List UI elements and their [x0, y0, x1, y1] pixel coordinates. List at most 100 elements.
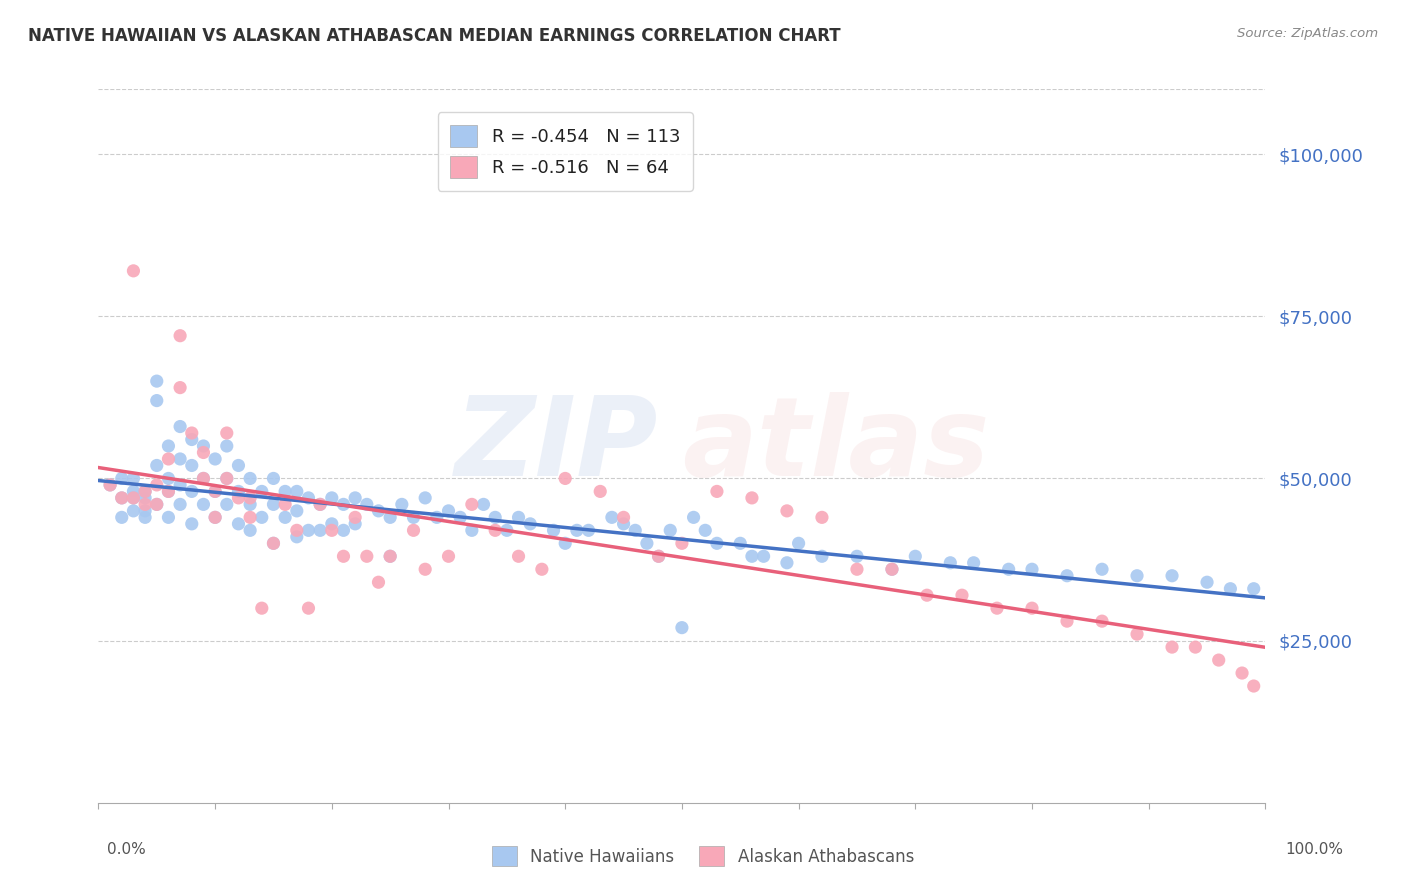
Point	[1208, 653, 1230, 667]
Point	[111, 471, 134, 485]
Point	[98, 478, 121, 492]
Point	[356, 497, 378, 511]
Point	[309, 497, 332, 511]
Point	[134, 491, 156, 505]
Point	[1091, 614, 1114, 628]
Point	[624, 524, 647, 538]
Point	[297, 601, 319, 615]
Point	[228, 458, 250, 473]
Point	[215, 497, 238, 511]
Point	[1219, 582, 1241, 596]
Point	[274, 484, 297, 499]
Point	[356, 549, 378, 564]
Point	[1161, 568, 1184, 582]
Point	[391, 497, 413, 511]
Point	[1126, 568, 1149, 582]
Point	[134, 484, 156, 499]
Point	[309, 497, 332, 511]
Point	[180, 433, 202, 447]
Point	[950, 588, 973, 602]
Point	[228, 516, 250, 531]
Point	[741, 549, 763, 564]
Point	[285, 530, 308, 544]
Point	[239, 510, 262, 524]
Point	[1021, 601, 1043, 615]
Point	[1091, 562, 1114, 576]
Point	[962, 556, 984, 570]
Point	[997, 562, 1019, 576]
Point	[122, 484, 145, 499]
Point	[671, 621, 693, 635]
Point	[180, 458, 202, 473]
Point	[426, 510, 449, 524]
Point	[157, 471, 180, 485]
Point	[146, 497, 169, 511]
Point	[613, 516, 636, 531]
Point	[157, 484, 180, 499]
Point	[193, 439, 215, 453]
Point	[776, 556, 799, 570]
Text: NATIVE HAWAIIAN VS ALASKAN ATHABASCAN MEDIAN EARNINGS CORRELATION CHART: NATIVE HAWAIIAN VS ALASKAN ATHABASCAN ME…	[28, 27, 841, 45]
Point	[262, 497, 284, 511]
Point	[776, 504, 799, 518]
Point	[787, 536, 810, 550]
Point	[215, 439, 238, 453]
Point	[496, 524, 519, 538]
Point	[484, 510, 506, 524]
Point	[215, 471, 238, 485]
Text: atlas: atlas	[682, 392, 990, 500]
Point	[98, 478, 121, 492]
Legend: R = -0.454   N = 113, R = -0.516   N = 64: R = -0.454 N = 113, R = -0.516 N = 64	[437, 112, 693, 191]
Point	[134, 504, 156, 518]
Point	[449, 510, 471, 524]
Point	[122, 504, 145, 518]
Point	[939, 556, 962, 570]
Point	[274, 497, 297, 511]
Point	[262, 471, 284, 485]
Point	[157, 452, 180, 467]
Point	[530, 562, 553, 576]
Point	[122, 471, 145, 485]
Text: ZIP: ZIP	[456, 392, 658, 500]
Point	[262, 536, 284, 550]
Point	[204, 484, 226, 499]
Point	[472, 497, 495, 511]
Point	[215, 471, 238, 485]
Point	[1056, 568, 1078, 582]
Point	[204, 452, 226, 467]
Point	[262, 536, 284, 550]
Text: Source: ZipAtlas.com: Source: ZipAtlas.com	[1237, 27, 1378, 40]
Text: 0.0%: 0.0%	[107, 842, 146, 856]
Point	[437, 504, 460, 518]
Point	[437, 549, 460, 564]
Point	[554, 471, 576, 485]
Point	[134, 510, 156, 524]
Point	[285, 504, 308, 518]
Point	[122, 264, 145, 278]
Point	[180, 484, 202, 499]
Point	[367, 504, 389, 518]
Point	[402, 510, 425, 524]
Point	[1230, 666, 1253, 681]
Point	[193, 471, 215, 485]
Point	[682, 510, 704, 524]
Point	[695, 524, 717, 538]
Point	[169, 497, 191, 511]
Point	[613, 510, 636, 524]
Point	[671, 536, 693, 550]
Point	[193, 445, 215, 459]
Point	[578, 524, 600, 538]
Point	[600, 510, 623, 524]
Point	[811, 510, 834, 524]
Point	[484, 524, 506, 538]
Point	[297, 524, 319, 538]
Point	[228, 484, 250, 499]
Point	[122, 491, 145, 505]
Point	[169, 419, 191, 434]
Point	[169, 478, 191, 492]
Point	[413, 562, 436, 576]
Point	[344, 510, 367, 524]
Point	[146, 497, 169, 511]
Point	[413, 491, 436, 505]
Point	[332, 524, 354, 538]
